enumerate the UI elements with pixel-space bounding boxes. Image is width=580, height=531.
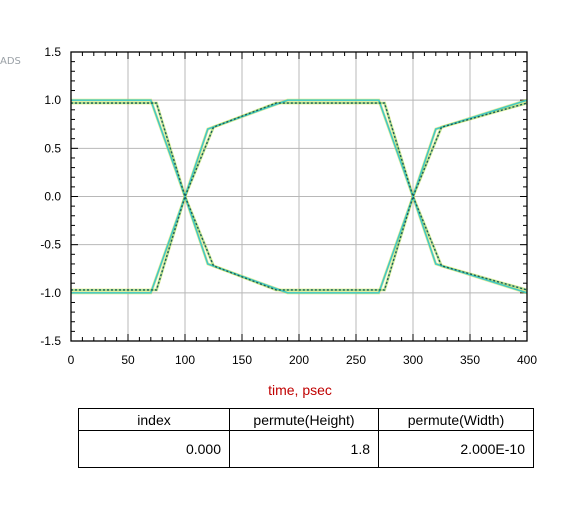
results-table-header-row: index permute(Height) permute(Width) [78,408,534,431]
results-table: index permute(Height) permute(Width) 0.0… [78,408,534,468]
x-tick-label: 50 [121,353,135,367]
y-tick-label: 1.5 [44,45,61,59]
y-tick-label: 0.0 [44,190,61,204]
series-line [71,102,528,291]
header-index: index [78,408,230,431]
y-tick-label: 1.0 [44,93,61,107]
y-tick-label: -1.5 [40,334,61,348]
eye-diagram-plot: 0 50 100 150 200 250 300 350 400 1.5 1.0 0.5 0.0 -0.5… [40,45,537,367]
series-line [71,99,528,294]
header-permute-width: permute(Width) [378,408,534,431]
cell-index: 0.000 [78,430,230,468]
x-tick-label: 400 [517,353,537,367]
x-tick-label: 300 [403,353,423,367]
x-tick-label: 250 [346,353,366,367]
x-tick-label: 350 [460,353,480,367]
y-tick-label: 0.5 [44,141,61,155]
x-tick-label: 150 [232,353,252,367]
ads-axis-tag: ADS [0,56,21,67]
header-permute-height: permute(Height) [229,408,379,431]
results-table-row: 0.000 1.8 2.000E-10 [78,430,534,468]
series-line [71,102,528,291]
results-table-container: index permute(Height) permute(Width) 0.0… [78,408,534,468]
x-tick-label: 100 [175,353,195,367]
x-tick-label: 200 [289,353,309,367]
y-tick-label: -0.5 [40,238,61,252]
x-axis-label: time, psec [268,382,332,398]
x-tick-label: 0 [68,353,75,367]
cell-permute-height: 1.8 [229,430,379,468]
series-line [71,99,528,294]
cell-permute-width: 2.000E-10 [378,430,534,468]
plot-frame [70,51,528,342]
y-tick-label: -1.0 [40,286,61,300]
